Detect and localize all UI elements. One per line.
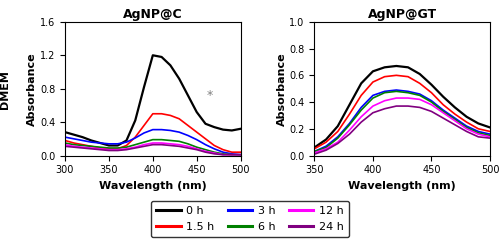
Legend: 0 h, 1.5 h, 3 h, 6 h, 12 h, 24 h: 0 h, 1.5 h, 3 h, 6 h, 12 h, 24 h <box>150 201 350 237</box>
Y-axis label: Absorbance: Absorbance <box>27 52 37 125</box>
Title: AgNP@C: AgNP@C <box>123 8 182 21</box>
Text: *: * <box>207 89 213 102</box>
X-axis label: Wavelength (nm): Wavelength (nm) <box>99 181 206 191</box>
X-axis label: Wavelength (nm): Wavelength (nm) <box>348 181 456 191</box>
Title: AgNP@GT: AgNP@GT <box>368 8 437 21</box>
Y-axis label: Absorbance: Absorbance <box>276 52 286 125</box>
Text: DMEM: DMEM <box>0 70 10 109</box>
